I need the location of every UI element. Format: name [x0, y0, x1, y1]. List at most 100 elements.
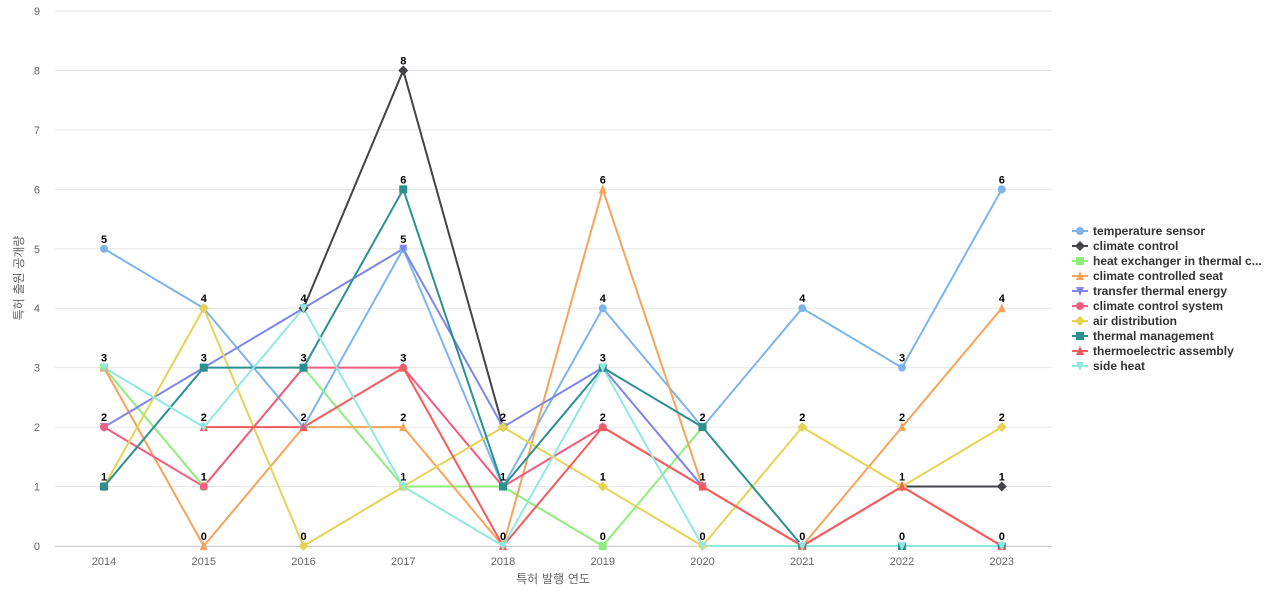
data-point-side-heat: [598, 363, 607, 373]
data-point-climate-control: [398, 65, 409, 76]
data-point-air-distribution: [597, 481, 608, 492]
data-label: 0: [500, 531, 506, 543]
data-point-thermal-management: [399, 185, 408, 194]
data-point-temperature-sensor: [100, 244, 108, 253]
data-label: 4: [799, 293, 806, 305]
legend-item[interactable]: climate controlled seat: [1072, 269, 1223, 283]
data-label: 3: [300, 353, 306, 365]
data-label: 2: [899, 412, 905, 424]
data-label: 1: [400, 472, 406, 484]
data-label: 1: [699, 472, 705, 484]
data-label: 4: [300, 293, 307, 305]
data-point-air-distribution: [298, 541, 309, 551]
data-label: 2: [400, 412, 406, 424]
legend-item[interactable]: side heat: [1072, 359, 1145, 373]
data-point-side-heat: [898, 542, 906, 551]
legend-swatch-marker: [1075, 241, 1085, 251]
y-tick-label: 5: [34, 244, 40, 256]
legend-swatch-marker: [1076, 271, 1084, 280]
legend-item[interactable]: thermal management: [1072, 329, 1214, 343]
y-tick-label: 1: [34, 482, 40, 494]
legend-label: heat exchanger in thermal c...: [1093, 254, 1262, 268]
legend-swatch-marker: [1076, 302, 1084, 310]
data-point-thermal-management: [499, 482, 507, 491]
y-tick-label: 4: [34, 303, 40, 315]
data-label: 3: [101, 353, 107, 365]
data-point-side-heat: [199, 423, 208, 433]
data-point-climate-control-system: [100, 423, 108, 432]
legend-item[interactable]: air distribution: [1072, 314, 1177, 328]
data-point-thermoelectric-assembly: [598, 422, 607, 432]
data-point-climate-control-system: [199, 482, 208, 491]
data-point-climate-controlled-seat: [399, 422, 408, 432]
data-point-heat-exchanger-in-thermal-c: [598, 542, 607, 550]
x-tick-label: 2023: [990, 556, 1014, 568]
data-point-thermal-management: [199, 363, 208, 372]
data-point-air-distribution: [198, 303, 209, 314]
data-point-air-distribution: [797, 422, 808, 433]
x-tick-label: 2019: [591, 556, 615, 568]
data-label: 2: [799, 412, 805, 424]
y-tick-label: 9: [34, 6, 40, 18]
x-tick-label: 2015: [192, 556, 216, 568]
data-point-temperature-sensor: [598, 304, 607, 313]
data-point-thermal-management: [100, 482, 108, 491]
data-label: 1: [500, 472, 506, 484]
x-axis-title: 특허 발행 연도: [516, 571, 590, 586]
data-point-temperature-sensor: [997, 185, 1006, 194]
data-point-side-heat: [997, 542, 1006, 551]
data-label: 3: [201, 353, 207, 365]
legend-label: thermal management: [1093, 329, 1214, 343]
legend-swatch-marker: [1076, 287, 1084, 296]
legend-item[interactable]: transfer thermal energy: [1072, 284, 1227, 298]
data-label: 5: [101, 234, 107, 246]
legend-item[interactable]: climate control: [1072, 239, 1178, 253]
x-tick-label: 2014: [92, 556, 116, 568]
data-label: 4: [201, 293, 208, 305]
data-label: 8: [400, 55, 406, 67]
data-label: 6: [600, 174, 606, 186]
x-tick-label: 2016: [291, 556, 315, 568]
legend-swatch-marker: [1076, 227, 1084, 235]
data-label: 2: [600, 412, 606, 424]
data-label: 2: [999, 412, 1005, 424]
y-tick-label: 3: [34, 363, 40, 375]
data-label: 2: [201, 412, 207, 424]
data-point-thermal-management: [698, 423, 707, 432]
legend-swatch-marker: [1076, 257, 1084, 265]
legend-swatch-marker: [1076, 362, 1084, 371]
series-line-climate-control: [302, 69, 1002, 488]
y-tick-label: 6: [34, 184, 40, 196]
series-line-side-heat: [103, 307, 1002, 547]
legend-label: climate control: [1093, 239, 1178, 253]
data-point-transfer-thermal-energy: [399, 244, 408, 254]
x-tick-label: 2017: [391, 556, 415, 568]
data-point-air-distribution: [498, 422, 508, 433]
legend-label: air distribution: [1093, 314, 1177, 328]
data-point-side-heat: [100, 363, 108, 373]
data-point-thermoelectric-assembly: [299, 422, 308, 432]
legend-item[interactable]: climate control system: [1072, 299, 1223, 313]
data-label: 0: [999, 531, 1005, 543]
data-point-climate-controlled-seat: [997, 303, 1006, 313]
legend-label: side heat: [1093, 359, 1145, 373]
data-point-side-heat: [399, 482, 408, 492]
legend-label: transfer thermal energy: [1093, 284, 1227, 298]
legend-item[interactable]: thermoelectric assembly: [1072, 344, 1234, 358]
series-line-climate-controlled-seat: [103, 188, 1003, 547]
data-point-side-heat: [299, 304, 308, 314]
y-tick-label: 0: [34, 541, 40, 553]
grid-lines: [55, 10, 1052, 547]
data-point-side-heat: [499, 542, 507, 551]
data-label: 4: [600, 293, 607, 305]
series-line-temperature-sensor: [103, 188, 1003, 488]
data-point-side-heat: [698, 542, 707, 551]
data-labels: 5 3 2 1 4 3 2 1 0 4 3 2 0 8 6 5 3 2 1 2 1 0 6 4 3 2 1 0 2 1 0 4 2 0 3 2 1 0 6 4…: [101, 55, 1006, 543]
legend-item[interactable]: heat exchanger in thermal c...: [1072, 254, 1262, 268]
legend-item[interactable]: temperature sensor: [1072, 224, 1205, 238]
data-label: 2: [300, 412, 306, 424]
data-label: 0: [600, 531, 606, 543]
data-label: 1: [201, 472, 207, 484]
x-tick-label: 2018: [491, 556, 515, 568]
